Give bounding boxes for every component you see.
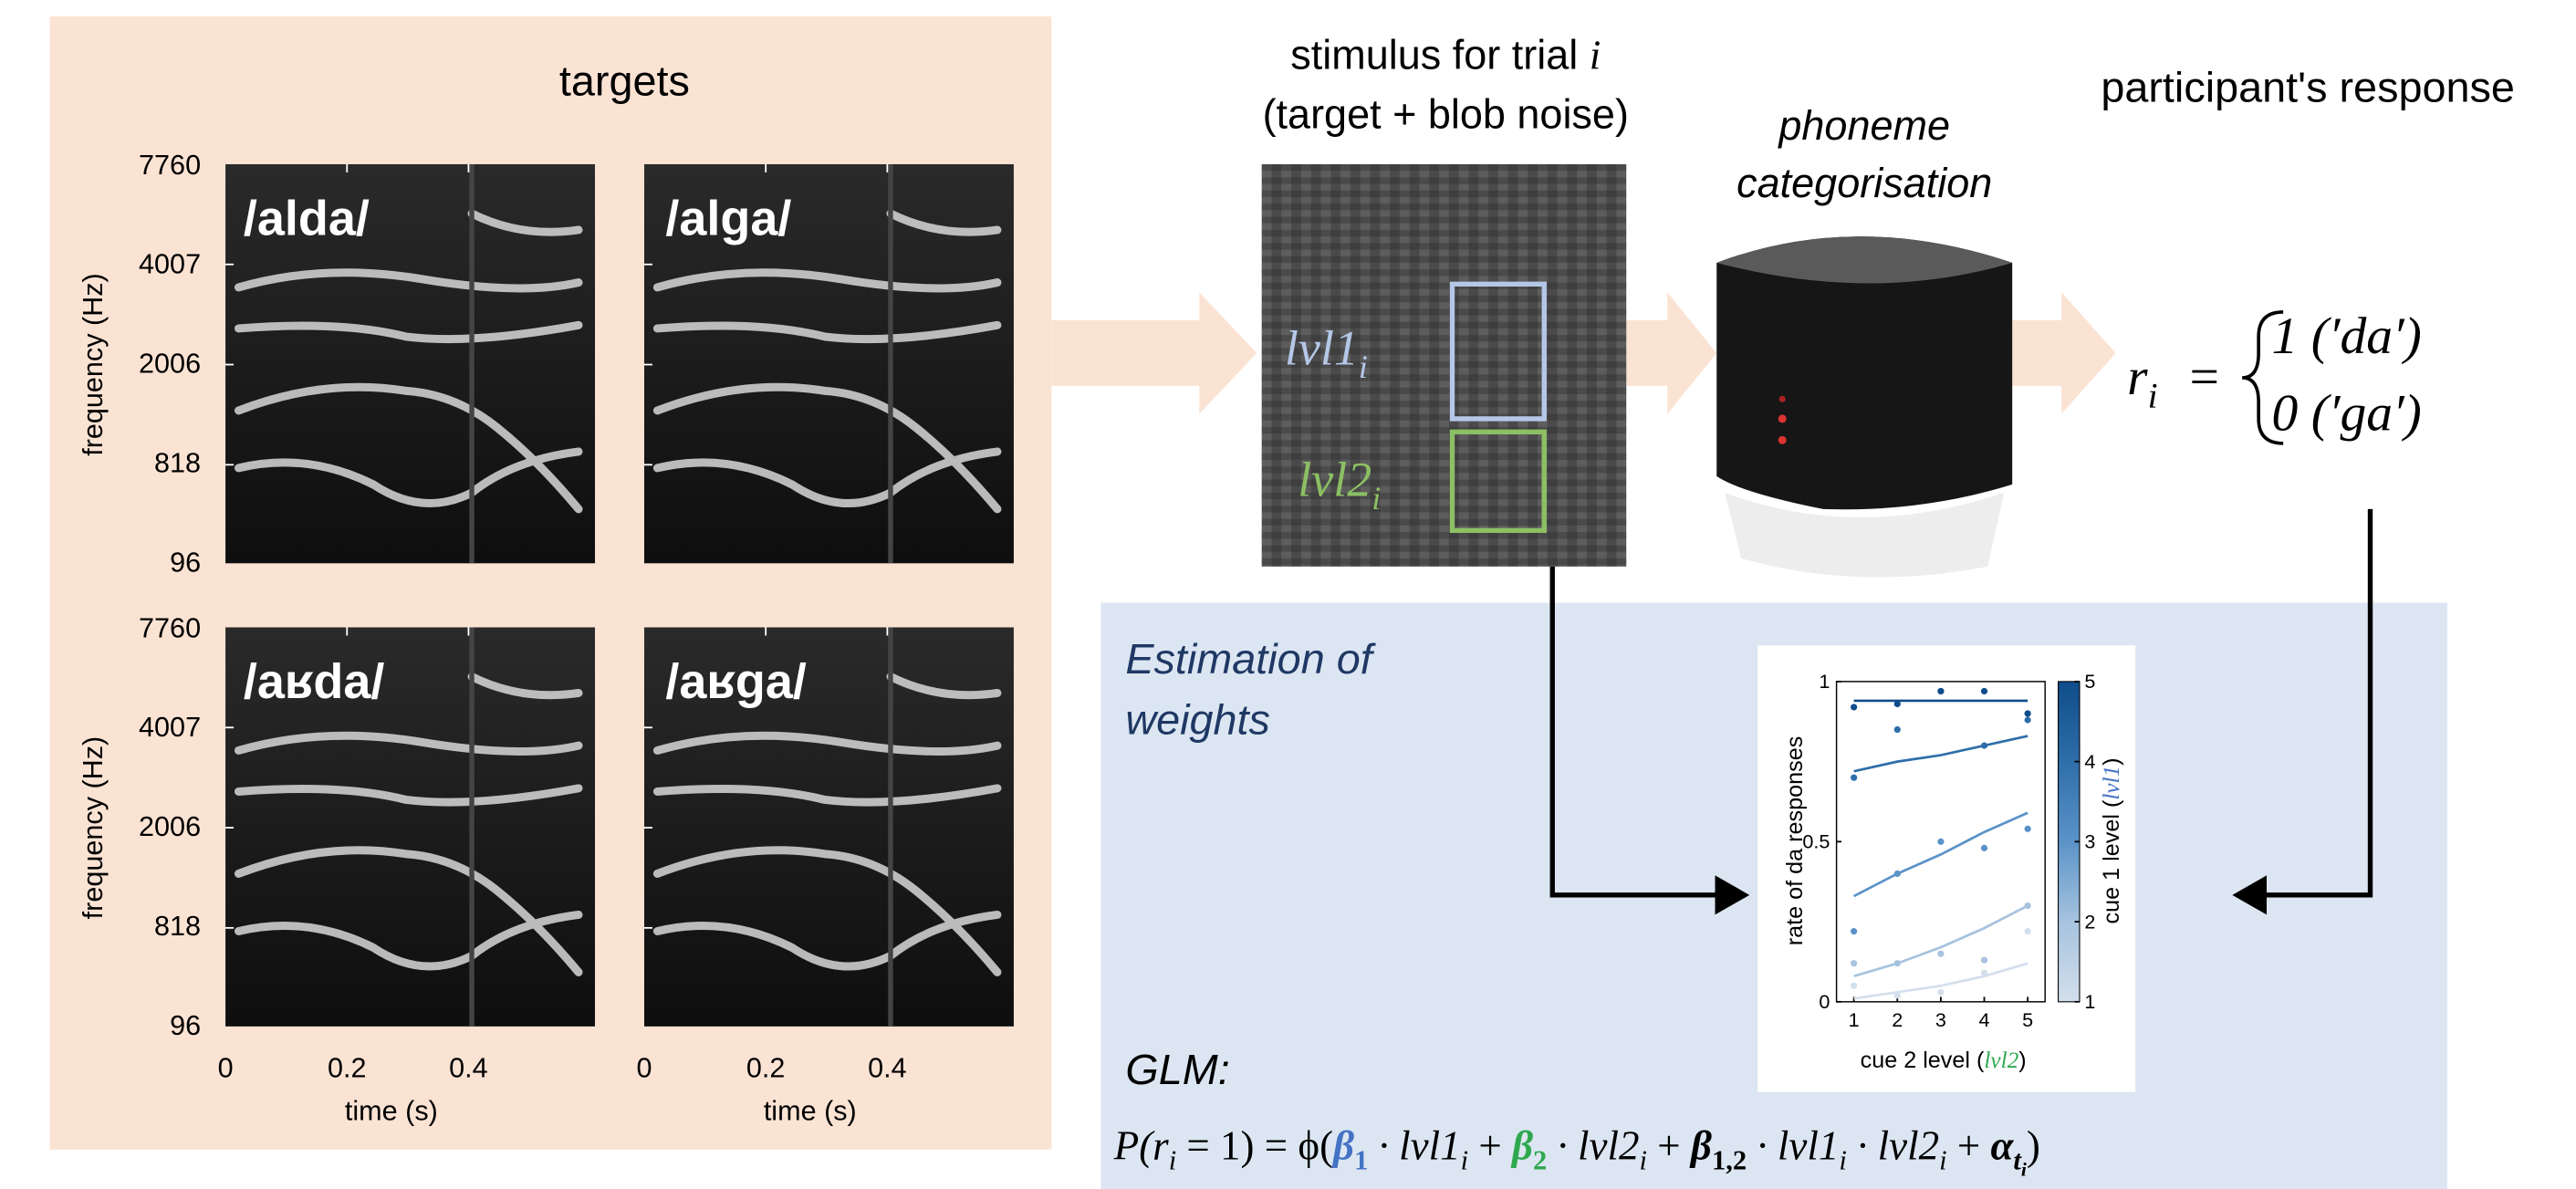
data-point: [1851, 928, 1858, 935]
response-case: 0 (′ga′): [2272, 385, 2422, 443]
x-tick-label: 2: [1892, 1008, 1903, 1031]
data-point: [1893, 700, 1901, 708]
data-point: [1893, 960, 1901, 967]
data-point: [1980, 687, 1988, 695]
data-point: [1851, 704, 1858, 711]
y-tick-label: 818: [154, 447, 201, 478]
x-axis-label: time (s): [345, 1095, 438, 1126]
x-tick-label: 4: [1979, 1008, 1990, 1031]
colorbar-tick-label: 5: [2084, 670, 2095, 693]
categorisation-label: phoneme: [1777, 102, 1950, 149]
phoneme-label: /alga/: [665, 191, 791, 245]
phoneme-label: /alda/: [244, 191, 370, 245]
glm-formula: P(ri = 1) = ϕ(β1 · lvl1i + β2 · lvl2i + …: [1113, 1123, 2040, 1181]
data-point: [1851, 774, 1858, 781]
lvl1-label: lvl1i: [1285, 321, 1368, 385]
inset-x-label: cue 2 level (lvl2): [1861, 1048, 2027, 1073]
connector-arrow: [2232, 508, 2373, 915]
x-tick-label: 3: [1935, 1008, 1946, 1031]
x-tick-label: 0.4: [449, 1053, 488, 1084]
y-tick-label: 1: [1819, 670, 1830, 693]
x-tick-label: 5: [2022, 1008, 2033, 1031]
categorisation-label: categorisation: [1736, 160, 1992, 206]
estimation-title: Estimation of: [1125, 635, 1376, 683]
y-tick-label: 7760: [139, 612, 201, 643]
flow-arrow: [1626, 292, 1717, 414]
data-point: [1937, 838, 1945, 845]
y-tick-label: 0.5: [1802, 830, 1830, 853]
data-point: [2024, 825, 2031, 832]
targets-title: targets: [559, 57, 690, 104]
response-title: participant's response: [2101, 64, 2515, 111]
colorbar-tick-label: 4: [2084, 750, 2095, 773]
data-point: [1980, 969, 1988, 976]
x-tick-label: 0.4: [868, 1053, 907, 1084]
x-tick-label: 0.2: [328, 1053, 367, 1084]
y-tick-label: 7760: [139, 150, 201, 181]
y-tick-label: 96: [170, 547, 201, 578]
x-tick-label: 0: [218, 1053, 234, 1084]
y-axis-label: frequency (Hz): [78, 736, 109, 920]
response-symbol: ri: [2127, 349, 2157, 415]
data-point: [1937, 950, 1945, 957]
y-tick-label: 818: [154, 911, 201, 942]
phoneme-label: /aʁda/: [244, 654, 385, 709]
data-point: [1893, 725, 1901, 734]
data-point: [1937, 988, 1945, 996]
stimulus-spectrogram: [1261, 163, 1627, 567]
y-tick-label: 4007: [139, 712, 201, 743]
stimulus-subtitle: (target + blob noise): [1263, 90, 1629, 137]
fit-line: [1853, 811, 2028, 898]
colorbar-tick-label: 3: [2084, 830, 2095, 853]
data-point: [2024, 716, 2031, 724]
colorbar-tick-label: 2: [2084, 910, 2095, 933]
data-point: [1980, 956, 1988, 964]
x-tick-label: 1: [1849, 1008, 1860, 1031]
y-tick-label: 4007: [139, 249, 201, 280]
fit-line: [1853, 735, 2028, 773]
estimation-title: weights: [1125, 695, 1270, 743]
response-case: 1 (′da′): [2272, 308, 2422, 365]
data-point: [2024, 710, 2031, 717]
lvl2-box: [1449, 429, 1547, 534]
response-equation: ri = 1 (′da′) 0 (′ga′): [2127, 308, 2422, 445]
y-tick-label: 0: [1819, 990, 1830, 1013]
stimulus-title: stimulus for trial i: [1290, 32, 1601, 78]
data-point: [1937, 687, 1945, 695]
data-point: [1980, 742, 1988, 749]
lvl1-box: [1449, 281, 1547, 422]
data-point: [1851, 960, 1858, 967]
lvl2-label: lvl2i: [1298, 453, 1381, 516]
y-axis-label: frequency (Hz): [78, 273, 109, 456]
glm-label: GLM:: [1125, 1046, 1229, 1093]
phoneme-label: /aʁga/: [665, 654, 807, 709]
fit-line: [1853, 904, 2028, 978]
y-tick-label: 2006: [139, 811, 201, 842]
x-tick-label: 0.2: [746, 1053, 786, 1084]
data-point: [2024, 902, 2031, 910]
speaker-cube: [1716, 236, 2013, 578]
inset-colorbar-label: cue 1 level (lvl1): [2099, 757, 2124, 923]
data-point: [1893, 992, 1901, 999]
data-point: [2024, 928, 2031, 935]
y-tick-label: 2006: [139, 349, 201, 380]
response-equals: =: [2190, 349, 2219, 406]
x-tick-label: 0: [637, 1053, 652, 1084]
flow-arrow: [2012, 292, 2116, 414]
x-axis-label: time (s): [764, 1095, 857, 1126]
connector-arrow: [1549, 566, 1750, 915]
inset-y-label: rate of da responses: [1782, 736, 1808, 946]
colorbar-tick-label: 1: [2084, 990, 2095, 1013]
data-point: [1851, 982, 1858, 989]
data-point: [1980, 844, 1988, 851]
y-tick-label: 96: [170, 1010, 201, 1041]
fit-line: [1853, 962, 2028, 1000]
flow-arrow: [1051, 292, 1257, 414]
data-point: [1893, 870, 1901, 878]
